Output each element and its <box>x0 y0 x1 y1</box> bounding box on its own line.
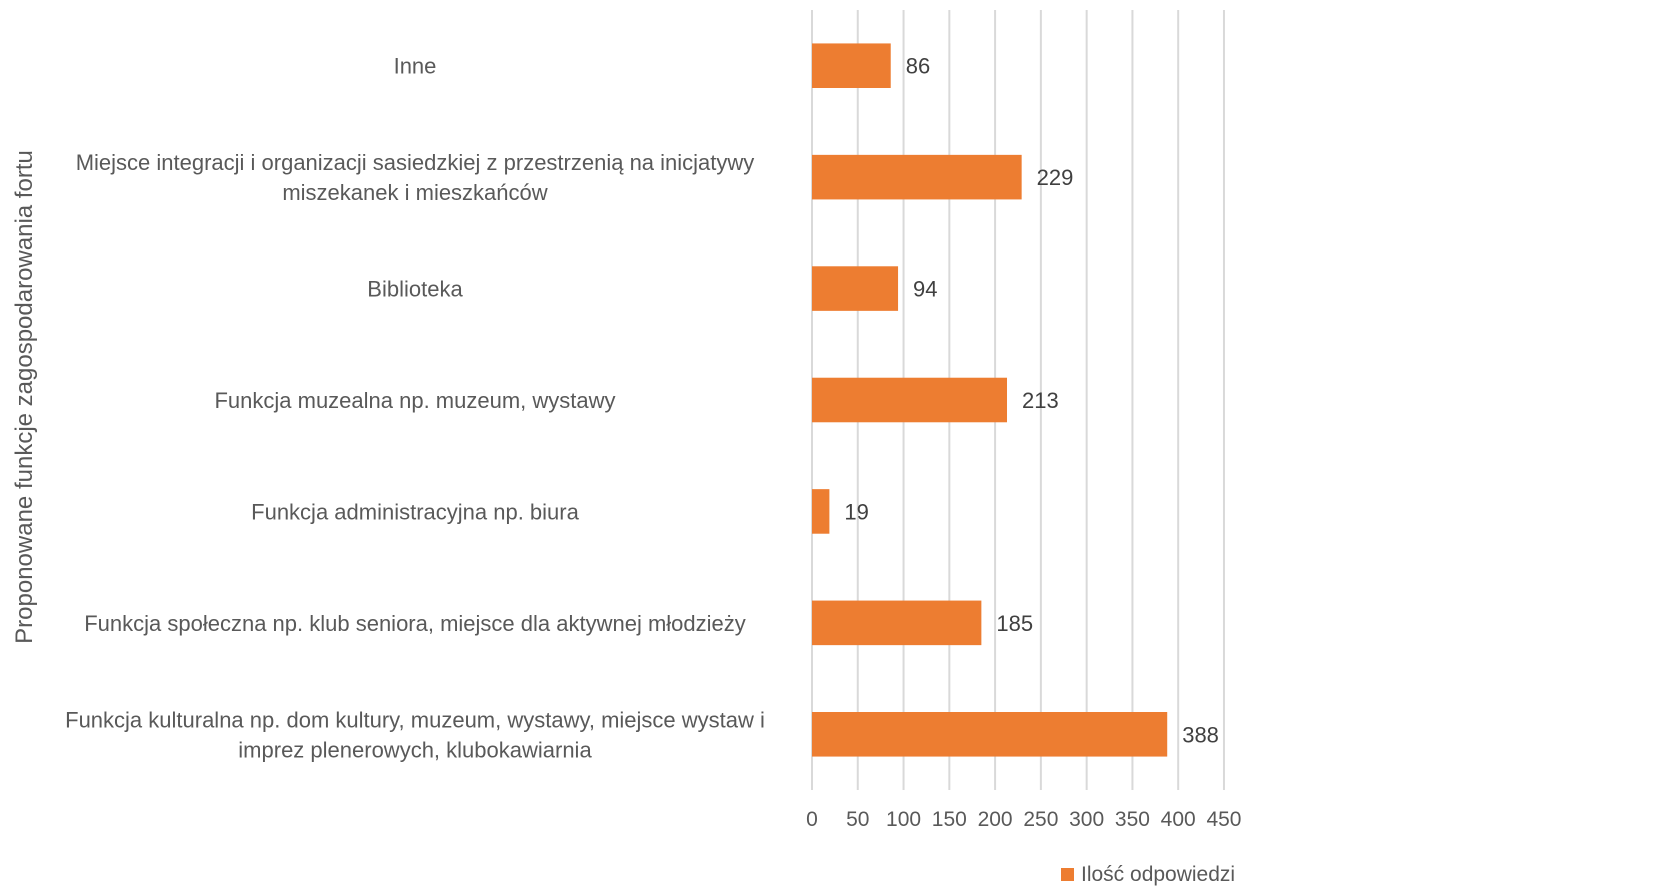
legend[interactable]: Ilość odpowiedzi <box>1061 863 1235 886</box>
x-tick-label: 200 <box>978 808 1013 831</box>
data-label: 19 <box>844 499 868 524</box>
bar[interactable] <box>812 266 899 311</box>
x-tick-label: 50 <box>846 808 869 831</box>
x-tick-label: 350 <box>1115 808 1150 831</box>
bar[interactable] <box>812 377 1008 423</box>
data-label: 185 <box>996 611 1033 636</box>
data-label: 86 <box>906 54 930 79</box>
x-tick-label: 250 <box>1023 808 1058 831</box>
x-tick-label: 300 <box>1069 808 1104 831</box>
x-tick-label: 150 <box>932 808 967 831</box>
data-label: 229 <box>1037 165 1074 190</box>
category-label: Funkcja administracyjna np. biura <box>251 499 579 524</box>
data-label: 94 <box>913 277 937 302</box>
bar[interactable] <box>812 154 1022 200</box>
bar[interactable] <box>812 600 982 646</box>
category-label: Funkcja społeczna np. klub seniora, miej… <box>84 611 746 636</box>
bars <box>812 43 1168 757</box>
x-tick-label: 0 <box>806 808 818 831</box>
bar[interactable] <box>812 489 830 534</box>
category-label: Funkcja muzealna np. muzeum, wystawy <box>214 388 615 413</box>
data-labels: 86 229 94 213 19 185 388 <box>844 54 1219 748</box>
legend-swatch <box>1061 868 1074 881</box>
data-label: 388 <box>1182 722 1219 747</box>
category-label: Biblioteka <box>367 277 463 302</box>
category-label: Inne <box>394 54 437 79</box>
bar[interactable] <box>812 43 891 88</box>
data-label: 213 <box>1022 388 1059 413</box>
legend-label: Ilość odpowiedzi <box>1081 863 1235 886</box>
x-tick-labels: 0 50 100 150 200 250 300 350 400 450 <box>806 808 1241 831</box>
x-tick-label: 400 <box>1161 808 1196 831</box>
category-labels: Inne Miejsce integracji i organizacji sas… <box>65 54 765 763</box>
x-tick-label: 100 <box>886 808 921 831</box>
y-axis-title: Proponowane funkcje zagospodarowania for… <box>11 150 38 644</box>
bar[interactable] <box>812 712 1168 757</box>
category-label: Funkcja kulturalna np. dom kultury, muze… <box>65 707 765 762</box>
category-label: Miejsce integracji i organizacji sasiedz… <box>76 150 755 205</box>
x-tick-label: 450 <box>1206 808 1241 831</box>
